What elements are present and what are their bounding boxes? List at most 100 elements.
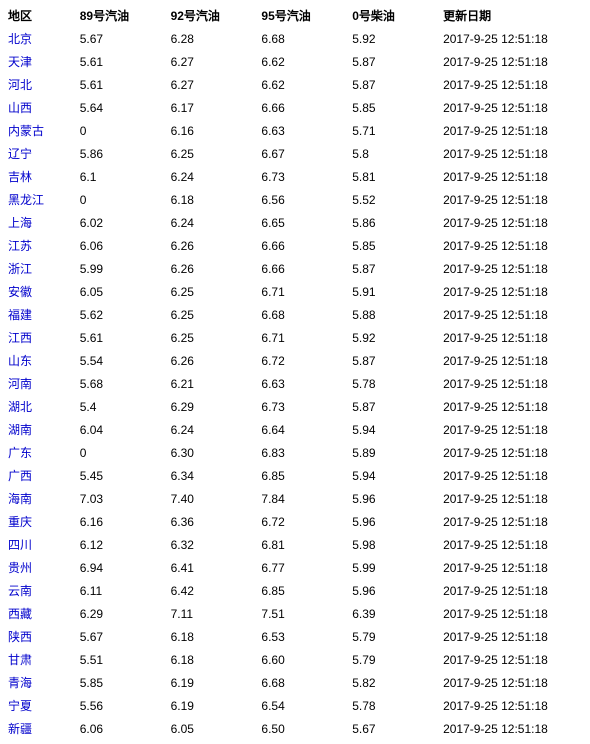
cell-region[interactable]: 四川	[4, 533, 76, 556]
cell-region[interactable]: 重庆	[4, 510, 76, 533]
cell-region[interactable]: 云南	[4, 579, 76, 602]
cell-update: 2017-9-25 12:51:18	[439, 510, 586, 533]
cell-region[interactable]: 福建	[4, 303, 76, 326]
cell-region[interactable]: 上海	[4, 211, 76, 234]
cell-89: 5.86	[76, 142, 167, 165]
cell-region[interactable]: 宁夏	[4, 694, 76, 717]
cell-region[interactable]: 浙江	[4, 257, 76, 280]
cell-92: 6.26	[167, 349, 258, 372]
cell-92: 6.32	[167, 533, 258, 556]
cell-0: 5.96	[348, 579, 439, 602]
cell-region[interactable]: 北京	[4, 27, 76, 50]
cell-95: 6.85	[257, 579, 348, 602]
cell-region[interactable]: 河北	[4, 73, 76, 96]
cell-region[interactable]: 辽宁	[4, 142, 76, 165]
cell-0: 5.85	[348, 96, 439, 119]
cell-region[interactable]: 黑龙江	[4, 188, 76, 211]
table-row: 安徽6.056.256.715.912017-9-25 12:51:18	[4, 280, 586, 303]
cell-region[interactable]: 江苏	[4, 234, 76, 257]
cell-region[interactable]: 广西	[4, 464, 76, 487]
cell-92: 6.25	[167, 326, 258, 349]
cell-95: 6.64	[257, 418, 348, 441]
cell-update: 2017-9-25 12:51:18	[439, 418, 586, 441]
cell-95: 6.71	[257, 326, 348, 349]
cell-update: 2017-9-25 12:51:18	[439, 395, 586, 418]
cell-89: 5.62	[76, 303, 167, 326]
cell-region[interactable]: 内蒙古	[4, 119, 76, 142]
cell-92: 6.18	[167, 648, 258, 671]
cell-update: 2017-9-25 12:51:18	[439, 119, 586, 142]
cell-0: 5.8	[348, 142, 439, 165]
cell-region[interactable]: 湖北	[4, 395, 76, 418]
table-row: 青海5.856.196.685.822017-9-25 12:51:18	[4, 671, 586, 694]
cell-95: 6.68	[257, 27, 348, 50]
cell-update: 2017-9-25 12:51:18	[439, 372, 586, 395]
cell-0: 5.98	[348, 533, 439, 556]
cell-region[interactable]: 西藏	[4, 602, 76, 625]
cell-0: 5.92	[348, 27, 439, 50]
table-row: 内蒙古06.166.635.712017-9-25 12:51:18	[4, 119, 586, 142]
cell-95: 6.71	[257, 280, 348, 303]
cell-region[interactable]: 山西	[4, 96, 76, 119]
cell-95: 7.51	[257, 602, 348, 625]
cell-update: 2017-9-25 12:51:18	[439, 556, 586, 579]
cell-92: 6.34	[167, 464, 258, 487]
cell-region[interactable]: 安徽	[4, 280, 76, 303]
cell-95: 6.66	[257, 257, 348, 280]
table-row: 陕西5.676.186.535.792017-9-25 12:51:18	[4, 625, 586, 648]
cell-89: 6.29	[76, 602, 167, 625]
cell-region[interactable]: 吉林	[4, 165, 76, 188]
cell-95: 6.54	[257, 694, 348, 717]
cell-89: 5.4	[76, 395, 167, 418]
table-row: 吉林6.16.246.735.812017-9-25 12:51:18	[4, 165, 586, 188]
cell-95: 6.66	[257, 234, 348, 257]
cell-95: 6.73	[257, 395, 348, 418]
table-row: 北京5.676.286.685.922017-9-25 12:51:18	[4, 27, 586, 50]
cell-region[interactable]: 贵州	[4, 556, 76, 579]
cell-0: 5.71	[348, 119, 439, 142]
cell-92: 6.27	[167, 73, 258, 96]
cell-region[interactable]: 青海	[4, 671, 76, 694]
cell-region[interactable]: 甘肃	[4, 648, 76, 671]
cell-region[interactable]: 江西	[4, 326, 76, 349]
table-row: 四川6.126.326.815.982017-9-25 12:51:18	[4, 533, 586, 556]
cell-89: 5.68	[76, 372, 167, 395]
cell-0: 5.92	[348, 326, 439, 349]
table-row: 河南5.686.216.635.782017-9-25 12:51:18	[4, 372, 586, 395]
cell-region[interactable]: 新疆	[4, 717, 76, 740]
cell-95: 6.67	[257, 142, 348, 165]
cell-region[interactable]: 广东	[4, 441, 76, 464]
cell-95: 6.65	[257, 211, 348, 234]
cell-region[interactable]: 山东	[4, 349, 76, 372]
cell-region[interactable]: 天津	[4, 50, 76, 73]
cell-0: 5.79	[348, 625, 439, 648]
table-row: 西藏6.297.117.516.392017-9-25 12:51:18	[4, 602, 586, 625]
cell-89: 6.11	[76, 579, 167, 602]
cell-92: 6.17	[167, 96, 258, 119]
cell-92: 6.05	[167, 717, 258, 740]
cell-region[interactable]: 陕西	[4, 625, 76, 648]
cell-0: 5.87	[348, 349, 439, 372]
cell-89: 6.04	[76, 418, 167, 441]
cell-update: 2017-9-25 12:51:18	[439, 188, 586, 211]
cell-0: 6.39	[348, 602, 439, 625]
cell-region[interactable]: 海南	[4, 487, 76, 510]
header-89: 89号汽油	[76, 4, 167, 27]
cell-region[interactable]: 湖南	[4, 418, 76, 441]
cell-update: 2017-9-25 12:51:18	[439, 648, 586, 671]
cell-update: 2017-9-25 12:51:18	[439, 257, 586, 280]
cell-92: 7.40	[167, 487, 258, 510]
cell-0: 5.94	[348, 464, 439, 487]
header-0: 0号柴油	[348, 4, 439, 27]
cell-89: 5.85	[76, 671, 167, 694]
cell-89: 6.06	[76, 717, 167, 740]
cell-95: 6.72	[257, 349, 348, 372]
cell-0: 5.86	[348, 211, 439, 234]
cell-update: 2017-9-25 12:51:18	[439, 280, 586, 303]
table-row: 重庆6.166.366.725.962017-9-25 12:51:18	[4, 510, 586, 533]
cell-region[interactable]: 河南	[4, 372, 76, 395]
cell-0: 5.79	[348, 648, 439, 671]
cell-0: 5.87	[348, 395, 439, 418]
table-row: 上海6.026.246.655.862017-9-25 12:51:18	[4, 211, 586, 234]
cell-update: 2017-9-25 12:51:18	[439, 579, 586, 602]
